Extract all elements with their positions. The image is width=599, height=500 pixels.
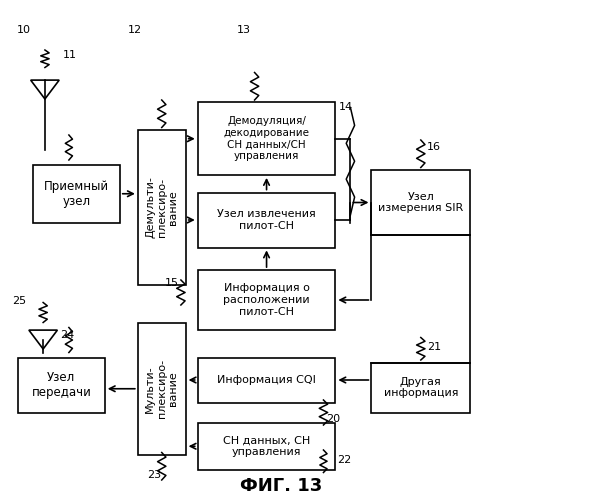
Text: 14: 14 [338, 102, 353, 113]
Bar [198, 422, 335, 470]
Bar [198, 192, 335, 248]
Bar [198, 102, 335, 175]
Bar [198, 358, 335, 403]
Text: Демодуляция/
декодирование
СН данных/СН
управления: Демодуляция/ декодирование СН данных/СН … [223, 116, 310, 161]
Bar [33, 165, 120, 222]
Text: 23: 23 [147, 470, 161, 480]
Text: Узел
измерения SIR: Узел измерения SIR [378, 192, 464, 214]
Text: Узел извлечения
пилот-СН: Узел извлечения пилот-СН [217, 209, 316, 231]
Text: 24: 24 [60, 330, 74, 340]
Bar [18, 358, 105, 412]
Text: Другая
информация: Другая информация [383, 376, 458, 398]
Text: 11: 11 [63, 50, 77, 60]
Text: 25: 25 [12, 296, 26, 306]
Text: СН данных, СН
управления: СН данных, СН управления [223, 436, 310, 457]
Bar [198, 270, 335, 330]
Text: 21: 21 [426, 342, 441, 352]
Text: ФИГ. 13: ФИГ. 13 [240, 477, 323, 495]
Text: Информация CQI: Информация CQI [217, 375, 316, 385]
Bar [371, 170, 470, 235]
Text: 20: 20 [326, 414, 341, 424]
Text: Приемный
узел: Приемный узел [44, 180, 109, 208]
Text: Информация о
расположении
пилот-СН: Информация о расположении пилот-СН [223, 284, 310, 316]
Text: 13: 13 [237, 25, 250, 35]
Text: 16: 16 [426, 142, 441, 152]
Text: 10: 10 [17, 25, 31, 35]
Text: 12: 12 [128, 25, 142, 35]
Text: 22: 22 [337, 455, 351, 465]
Bar [138, 130, 186, 285]
Text: Узел
передачи: Узел передачи [32, 371, 91, 399]
Text: Мульти-
плексиро-
вание: Мульти- плексиро- вание [145, 359, 179, 418]
Text: 15: 15 [165, 278, 179, 287]
Bar [138, 322, 186, 455]
Text: Демульти-
плексиро-
вание: Демульти- плексиро- вание [145, 176, 179, 238]
Bar [371, 362, 470, 412]
